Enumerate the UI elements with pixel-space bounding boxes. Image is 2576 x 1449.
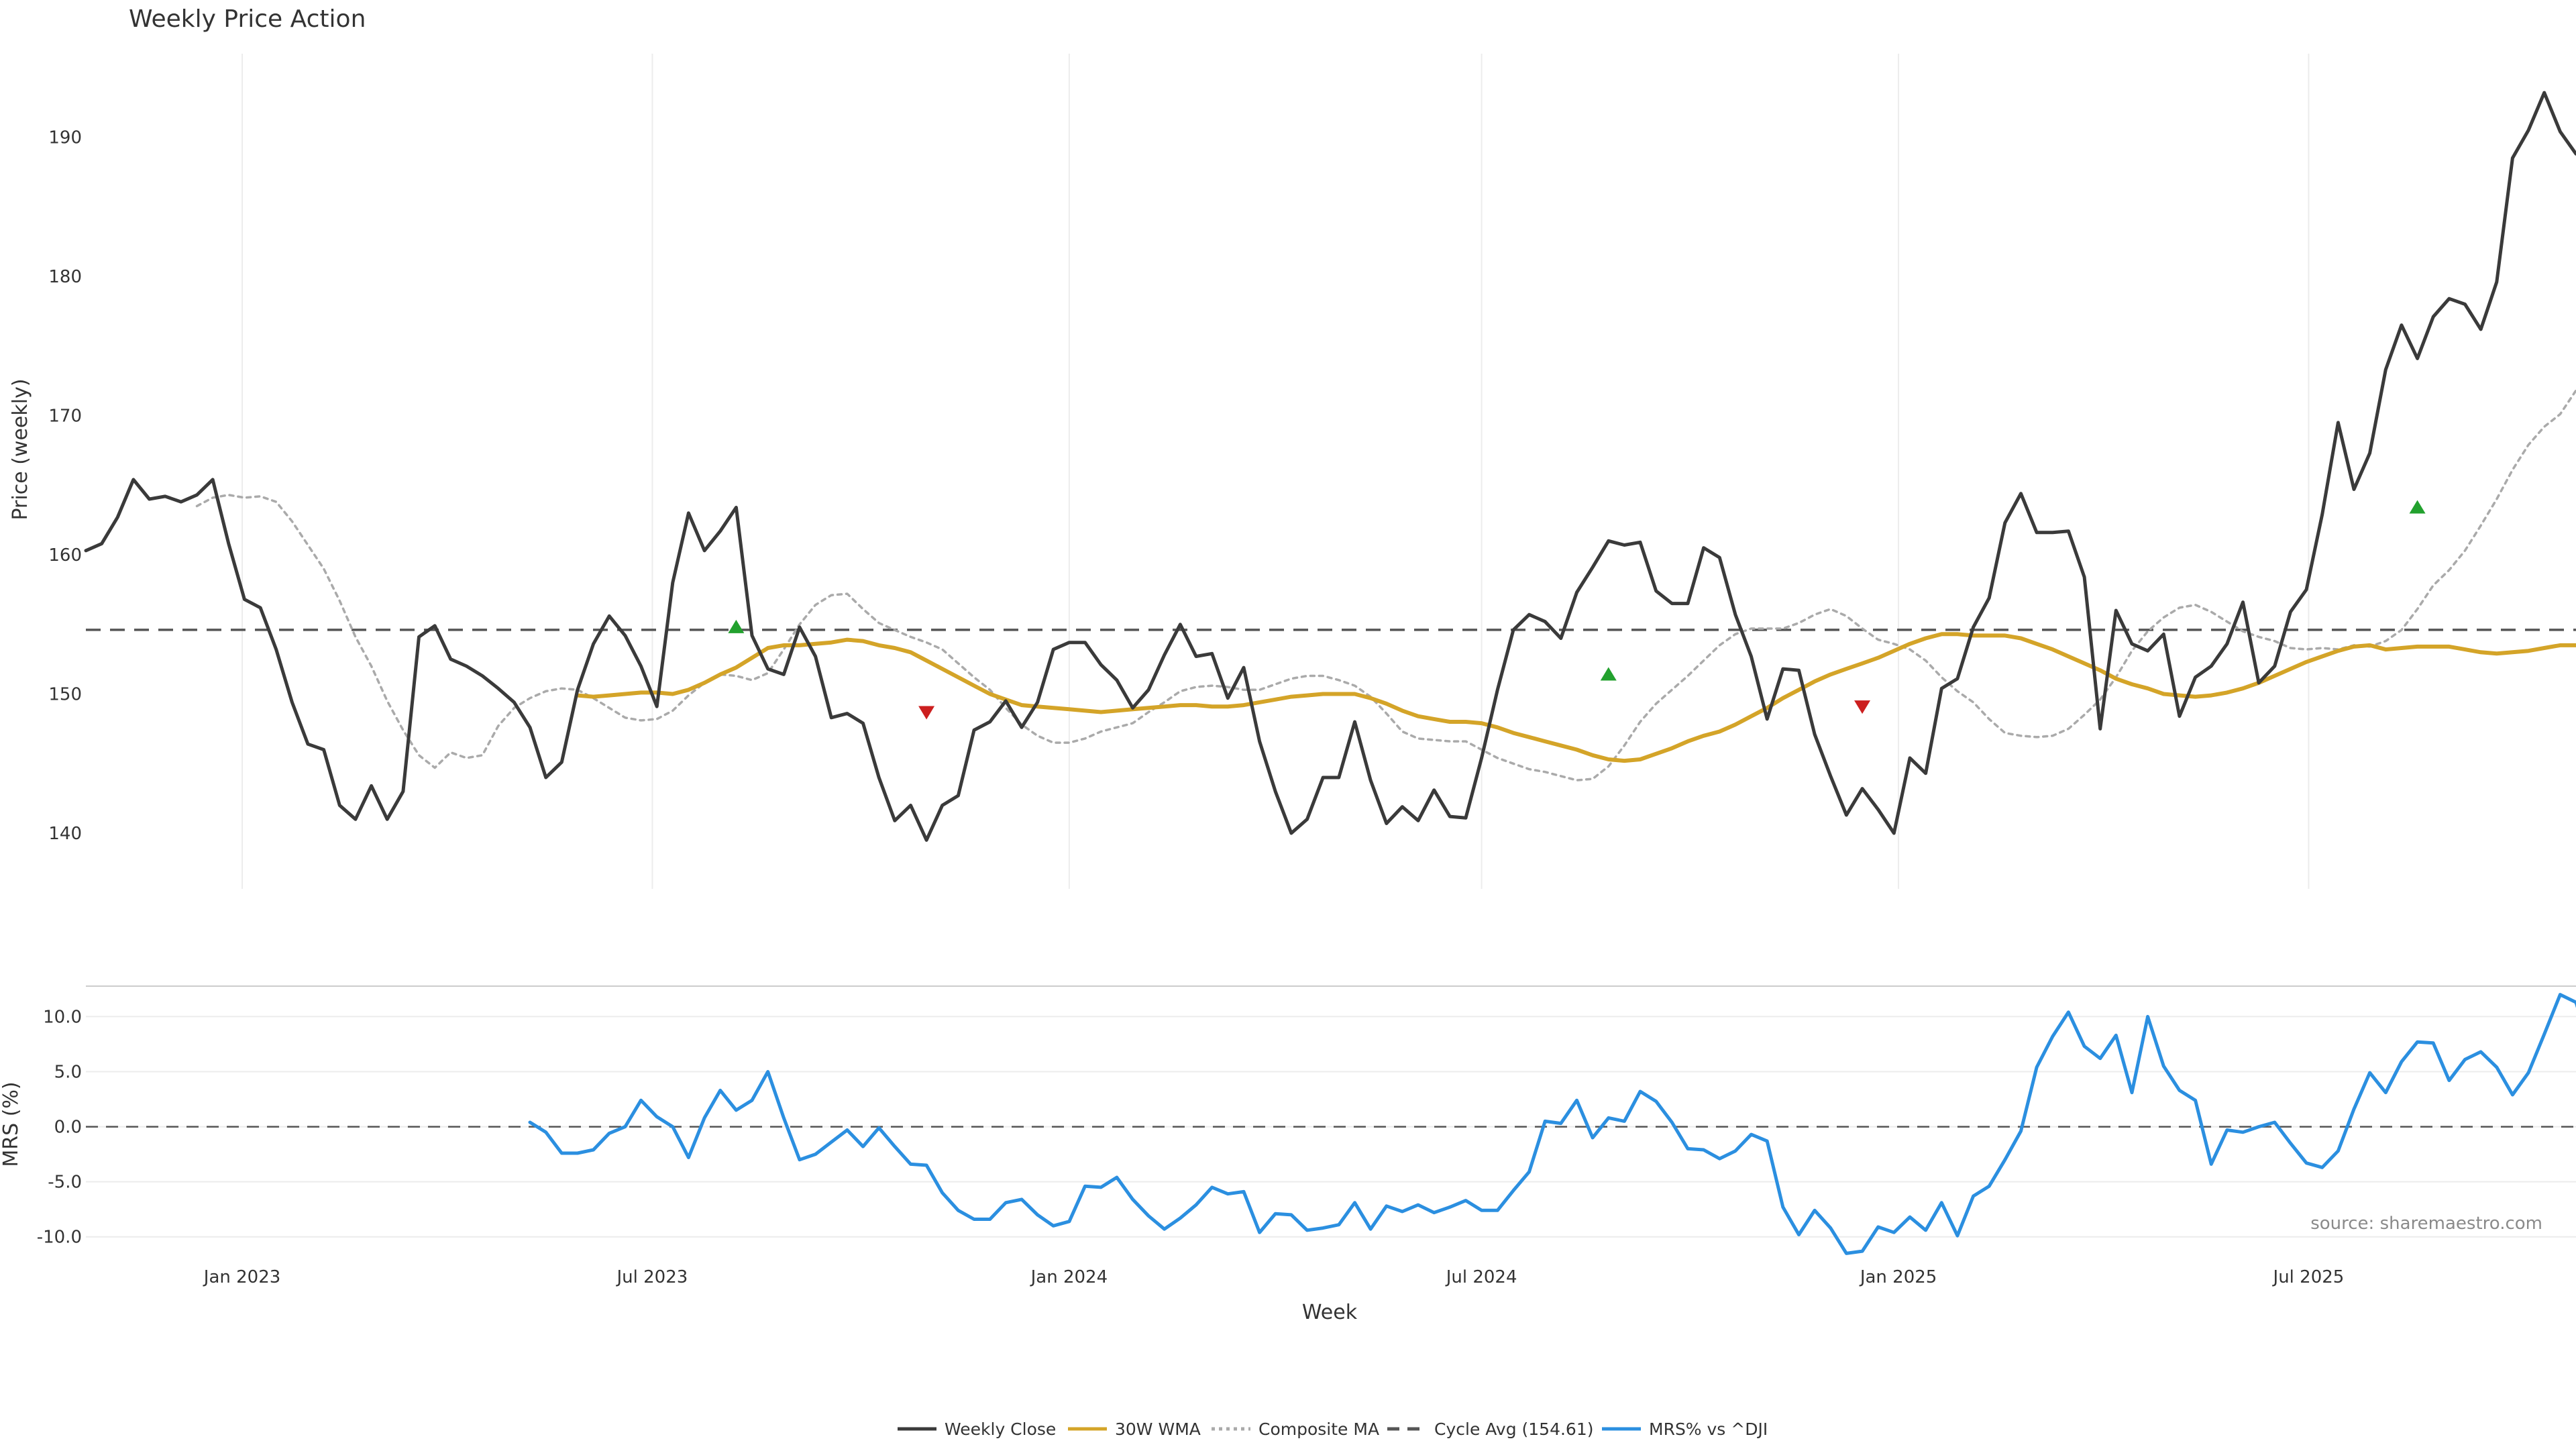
legend: Weekly Close 30W WMA Composite MA Cycle Avg… bbox=[898, 1419, 1768, 1439]
price-gridlines bbox=[241, 54, 2310, 889]
mrs-series-group bbox=[528, 993, 2576, 1255]
buy-signal-marker-4 bbox=[2409, 500, 2426, 514]
mrs-y-tick-label-1: 5.0 bbox=[54, 1062, 82, 1082]
legend-label-cycle-avg-154-61: Cycle Avg (154.61) bbox=[1434, 1419, 1594, 1439]
legend-label-composite-ma: Composite MA bbox=[1258, 1419, 1379, 1439]
x-tick-label-2: Jan 2024 bbox=[1030, 1267, 1108, 1287]
legend-label-30w-wma: 30W WMA bbox=[1115, 1419, 1201, 1439]
mrs-y-tick-label-3: -5.0 bbox=[48, 1173, 82, 1193]
buy-signal-marker-0 bbox=[728, 619, 745, 633]
price-y-tick-label-0: 140 bbox=[48, 824, 82, 844]
mrs-y-ticks: 10.0 5.0 0.0 -5.0 -10.0 bbox=[37, 1007, 82, 1247]
x-ticks: Jan 2023 Jul 2023 Jan 2024 Jul 2024 Jan 2025… bbox=[203, 1267, 2345, 1287]
x-tick-label-0: Jan 2023 bbox=[203, 1267, 281, 1287]
legend-label-weekly-close: Weekly Close bbox=[945, 1419, 1056, 1439]
x-tick-label-3: Jul 2024 bbox=[1445, 1267, 1517, 1287]
series-mrs-vs-dji-line bbox=[528, 993, 2576, 1255]
price-panel: 140 150 160 170 180 190 Price (weekly) bbox=[9, 54, 2576, 889]
buy-signal-marker-2 bbox=[1600, 667, 1617, 681]
legend-item-composite-ma: Composite MA bbox=[1212, 1419, 1379, 1439]
x-tick-label-5: Jul 2025 bbox=[2272, 1267, 2345, 1287]
sell-signal-marker-1 bbox=[918, 706, 935, 720]
price-y-tick-label-4: 180 bbox=[48, 267, 82, 287]
price-y-ticks: 140 150 160 170 180 190 bbox=[48, 128, 82, 845]
legend-item-30w-wma: 30W WMA bbox=[1068, 1419, 1201, 1439]
mrs-y-tick-label-2: 0.0 bbox=[54, 1118, 82, 1138]
price-y-tick-label-1: 150 bbox=[48, 685, 82, 705]
mrs-panel: 10.0 5.0 0.0 -5.0 -10.0 MRS (%) source: shar… bbox=[0, 993, 2576, 1255]
series-30w-wma-line bbox=[575, 632, 2576, 763]
source-note: source: sharemaestro.com bbox=[2310, 1214, 2542, 1234]
x-axis-label: Week bbox=[1302, 1301, 1358, 1324]
sell-signal-marker-3 bbox=[1854, 700, 1871, 714]
price-y-tick-label-5: 190 bbox=[48, 128, 82, 148]
chart-title: Weekly Price Action bbox=[129, 5, 366, 33]
legend-label-mrs-vs-dji: MRS% vs ^DJI bbox=[1649, 1419, 1768, 1439]
signal-markers bbox=[728, 500, 2426, 720]
price-y-axis-label: Price (weekly) bbox=[9, 378, 32, 520]
legend-item-weekly-close: Weekly Close bbox=[898, 1419, 1056, 1439]
mrs-y-tick-label-4: -10.0 bbox=[37, 1228, 82, 1248]
price-series-group bbox=[84, 91, 2576, 842]
mrs-y-axis-label: MRS (%) bbox=[0, 1081, 23, 1167]
x-tick-label-1: Jul 2023 bbox=[615, 1267, 688, 1287]
legend-item-cycle-avg-154-61: Cycle Avg (154.61) bbox=[1387, 1419, 1594, 1439]
mrs-y-tick-label-0: 10.0 bbox=[43, 1007, 82, 1027]
series-composite-ma-line bbox=[195, 388, 2576, 782]
price-y-tick-label-2: 160 bbox=[48, 545, 82, 566]
series-weekly-close-line bbox=[84, 91, 2576, 842]
price-y-tick-label-3: 170 bbox=[48, 407, 82, 427]
x-tick-label-4: Jan 2025 bbox=[1859, 1267, 1937, 1287]
legend-item-mrs-vs-dji: MRS% vs ^DJI bbox=[1602, 1419, 1768, 1439]
